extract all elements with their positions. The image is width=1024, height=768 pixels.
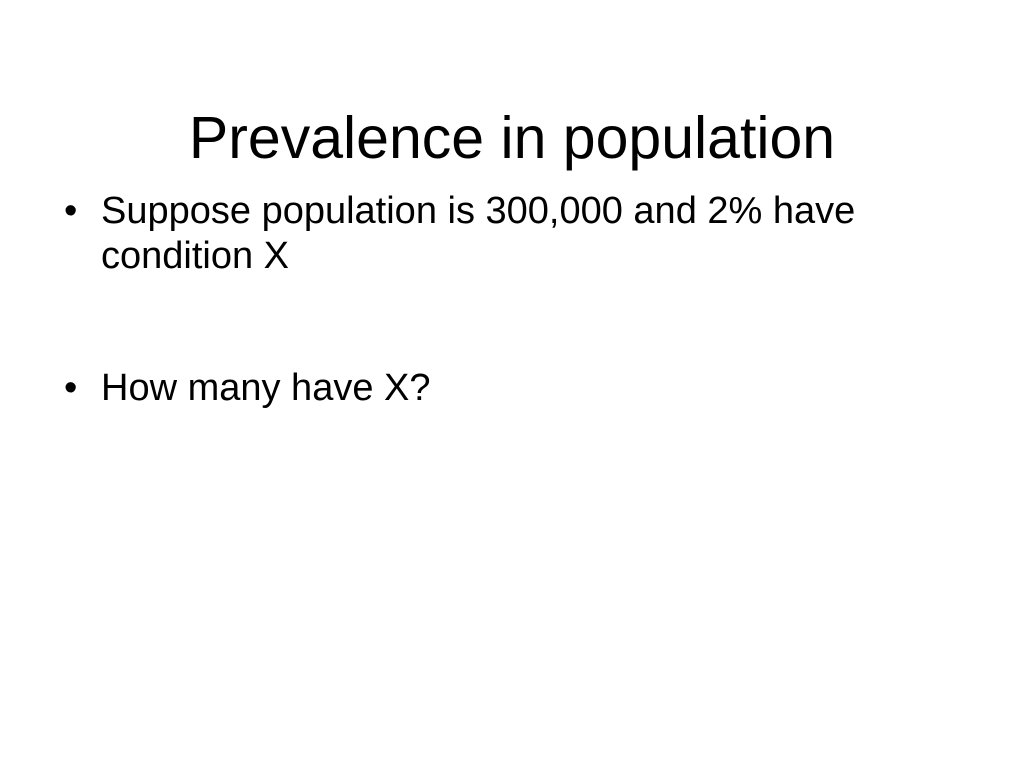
bullet-item-1: • Suppose population is 300,000 and 2% h… bbox=[64, 189, 964, 279]
bullet-text: How many have X? bbox=[101, 367, 431, 409]
bullet-text: Suppose population is 300,000 and 2% hav… bbox=[101, 190, 856, 277]
bullet-item-2: • How many have X? bbox=[64, 366, 964, 411]
bullet-marker: • bbox=[64, 367, 78, 409]
slide-title: Prevalence in population bbox=[188, 104, 836, 171]
bullet-list: • Suppose population is 300,000 and 2% h… bbox=[64, 189, 964, 411]
bullet-marker: • bbox=[64, 190, 78, 232]
